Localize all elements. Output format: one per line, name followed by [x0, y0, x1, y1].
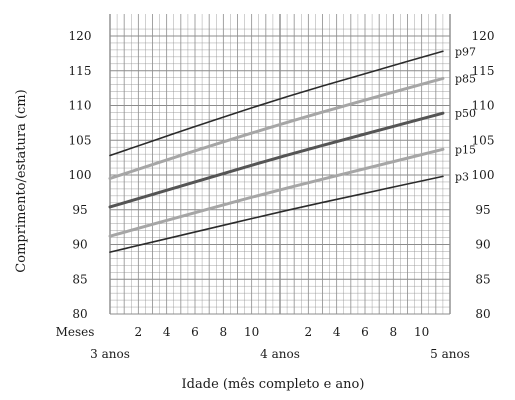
x-month-tick-label: 10	[244, 325, 259, 339]
y-tick-label-left: 90	[72, 238, 87, 252]
y-tick-label-left: 95	[72, 203, 87, 217]
series-layer: p97 p85 p50 p15 p3	[108, 45, 476, 253]
y-tick-label-left: 120	[69, 29, 92, 43]
series-label-p50: p50	[455, 107, 476, 120]
x-year-tick-label: 5 anos	[430, 347, 470, 361]
y-tick-label-right: 90	[475, 238, 490, 252]
x-month-tick-label: 10	[414, 325, 429, 339]
series-label-p97: p97	[455, 45, 476, 58]
series-label-p85: p85	[455, 72, 476, 85]
x-month-tick-label: 2	[135, 325, 143, 339]
series-line-p97	[109, 50, 444, 157]
y-tick-label-left: 105	[69, 133, 92, 147]
series-line-p50	[108, 111, 445, 209]
x-month-tick-label: 6	[191, 325, 199, 339]
axis-layer: 80 80 85 85 90 90 95 95 100 100 105 105 110 110 115 115…	[56, 29, 495, 361]
x-month-tick-label: 2	[305, 325, 313, 339]
series-label-p15: p15	[455, 143, 476, 156]
x-month-tick-label: 6	[361, 325, 369, 339]
y-tick-label-right: 105	[472, 133, 495, 147]
x-month-tick-label: 4	[163, 325, 171, 339]
y-tick-label-left: 110	[69, 99, 92, 113]
y-tick-label-right: 80	[475, 307, 490, 321]
y-axis-title: Comprimento/estatura (cm)	[14, 89, 29, 272]
y-tick-label-right: 95	[475, 203, 490, 217]
x-month-tick-label: 8	[390, 325, 398, 339]
series-label-p3: p3	[455, 170, 469, 183]
x-month-tick-label: 4	[333, 325, 341, 339]
y-tick-label-right: 120	[472, 29, 495, 43]
y-tick-label-right: 100	[472, 168, 495, 182]
series-line-p3	[109, 175, 444, 253]
series-line-p85	[108, 76, 445, 180]
y-tick-label-right: 110	[472, 99, 495, 113]
y-tick-label-left: 100	[69, 168, 92, 182]
y-tick-label-right: 85	[475, 272, 490, 286]
y-tick-label-left: 115	[69, 64, 92, 78]
y-tick-label-right: 115	[472, 64, 495, 78]
grid-layer	[109, 14, 451, 315]
x-month-row-label: Meses	[56, 325, 95, 339]
x-month-tick-label: 8	[220, 325, 228, 339]
x-year-tick-label: 3 anos	[90, 347, 130, 361]
x-axis-title: Idade (mês completo e ano)	[182, 377, 365, 392]
y-tick-label-left: 80	[72, 307, 87, 321]
series-line-p15	[108, 147, 445, 238]
x-year-tick-label: 4 anos	[260, 347, 300, 361]
y-tick-label-left: 85	[72, 272, 87, 286]
